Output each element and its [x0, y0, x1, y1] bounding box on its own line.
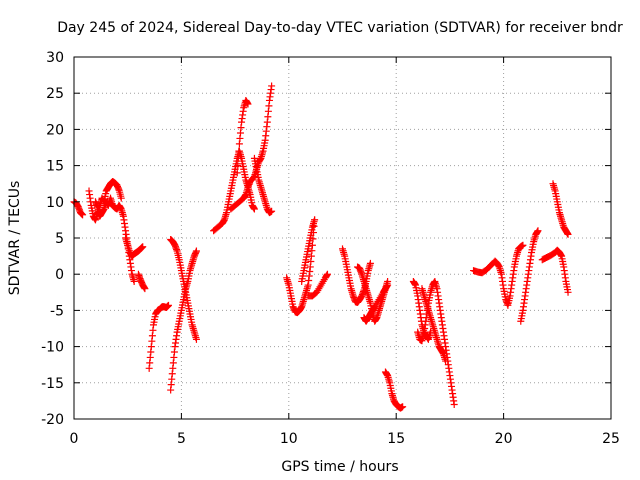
- series-arc25: [538, 246, 572, 296]
- y-tick-label: 5: [55, 231, 64, 247]
- data-point: [130, 277, 138, 285]
- data-point: [192, 247, 200, 255]
- series-arc5: [134, 270, 149, 293]
- data-point: [268, 207, 276, 215]
- x-tick-label: 0: [70, 431, 79, 447]
- data-point: [442, 357, 450, 365]
- series-arc15: [304, 270, 331, 300]
- series-arc4: [122, 234, 147, 260]
- series-arc23: [470, 241, 527, 309]
- data-point: [117, 194, 125, 202]
- y-tick-label: 10: [46, 195, 64, 211]
- y-tick-label: -10: [41, 340, 64, 356]
- x-tick-label: 20: [495, 431, 513, 447]
- data-point: [519, 241, 527, 249]
- y-tick-label: -20: [41, 412, 64, 428]
- series-arc16: [339, 245, 374, 306]
- data-point: [233, 169, 241, 177]
- series-arc18: [360, 281, 392, 325]
- series-arc7: [167, 247, 200, 394]
- series-arc9: [210, 147, 258, 235]
- series-arc19: [381, 368, 407, 412]
- data-point: [564, 288, 572, 296]
- x-tick-label: 25: [602, 431, 620, 447]
- series-arc11: [233, 96, 252, 177]
- grid: [74, 57, 611, 419]
- x-tick-label: 5: [177, 431, 186, 447]
- data-point: [192, 335, 200, 343]
- data-point: [141, 285, 149, 293]
- y-tick-label: 30: [46, 50, 64, 66]
- y-tick-label: -5: [50, 303, 64, 319]
- data-point: [139, 243, 147, 251]
- y-tick-label: 25: [46, 86, 64, 102]
- y-axis-label: SDTVAR / TECUs: [7, 181, 23, 296]
- y-tick-label: -15: [41, 376, 64, 392]
- series-arc12: [250, 154, 276, 217]
- y-tick-label: 20: [46, 122, 64, 138]
- data-point: [323, 270, 331, 278]
- series-arc6: [145, 301, 173, 372]
- data-point: [234, 162, 242, 170]
- x-axis-label: GPS time / hours: [281, 459, 398, 475]
- y-tick-label: 15: [46, 159, 64, 175]
- axis-ticks: 0 5 10 15 20 25 -20 -15 -10 -5 0 5 10 15 20 25 30: [41, 50, 620, 447]
- data-point: [268, 82, 276, 90]
- series-arc21: [414, 277, 458, 409]
- y-tick-label: 0: [55, 267, 64, 283]
- x-tick-label: 10: [280, 431, 298, 447]
- data-point: [399, 403, 407, 411]
- series-arc24: [517, 227, 542, 325]
- data-point: [564, 230, 572, 238]
- data-point: [244, 100, 252, 108]
- data-point: [234, 154, 242, 162]
- data-points: [70, 82, 572, 412]
- series-arc3: [91, 194, 138, 285]
- series-arc8: [167, 235, 200, 343]
- data-point: [235, 147, 243, 155]
- chart-title: Day 245 of 2024, Sidereal Day-to-day VTE…: [57, 20, 623, 36]
- x-tick-label: 15: [387, 431, 405, 447]
- series-arc22: [418, 285, 450, 365]
- data-point: [311, 216, 319, 224]
- series-arc26: [549, 180, 572, 238]
- data-point: [165, 301, 173, 309]
- data-point: [384, 281, 392, 289]
- data-point: [250, 205, 258, 213]
- data-point: [450, 401, 458, 409]
- series-arc14: [298, 216, 319, 285]
- data-point: [534, 227, 542, 235]
- data-point: [79, 211, 87, 219]
- data-point: [366, 259, 374, 267]
